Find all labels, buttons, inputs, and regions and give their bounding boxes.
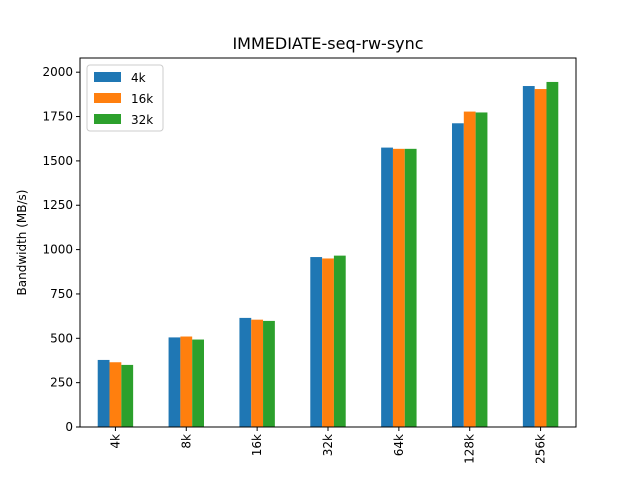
bar-128k-series-4k bbox=[452, 123, 464, 427]
x-tick-label: 32k bbox=[321, 434, 335, 456]
bar-8k-series-4k bbox=[168, 337, 181, 427]
y-tick-label: 1000 bbox=[42, 243, 73, 257]
x-tick-label: 64k bbox=[392, 434, 406, 456]
bar-64k-series-16k bbox=[392, 148, 405, 427]
plot-frame bbox=[79, 57, 577, 428]
x-tick-label: 16k bbox=[250, 434, 264, 456]
y-tick-label: 1500 bbox=[42, 154, 73, 168]
x-axis: 4k 8k 16k 32k 64k 128k 256k bbox=[108, 427, 548, 464]
y-axis: 0 250 500 750 1000 1250 1500 1750 2000 bbox=[42, 65, 80, 434]
bar-4k-series-4k bbox=[97, 359, 110, 427]
bar-64k-series-4k bbox=[381, 147, 393, 427]
x-tick-label: 128k bbox=[463, 434, 477, 464]
bar-16k-series-32k bbox=[263, 320, 275, 427]
y-axis-label: Bandwidth (MB/s) bbox=[15, 190, 29, 296]
bar-8k-series-16k bbox=[180, 336, 193, 427]
bar-128k-series-16k bbox=[463, 111, 476, 427]
bar-256k-series-32k bbox=[546, 81, 559, 427]
bar-128k-series-32k bbox=[475, 112, 488, 428]
chart-title: IMMEDIATE-seq-rw-sync bbox=[232, 34, 423, 53]
legend: 4k 16k 32k bbox=[86, 64, 164, 132]
bar-256k-series-4k bbox=[522, 86, 535, 427]
bar-32k-series-4k bbox=[310, 257, 323, 427]
bars-layer bbox=[97, 81, 559, 428]
bar-256k-series-16k bbox=[534, 89, 547, 428]
y-tick-label: 1250 bbox=[42, 198, 73, 212]
bar-8k-series-32k bbox=[192, 339, 204, 427]
bar-4k-series-16k bbox=[109, 362, 122, 427]
bar-64k-series-32k bbox=[404, 148, 417, 427]
x-tick-label: 8k bbox=[179, 434, 193, 449]
bar-32k-series-32k bbox=[333, 255, 346, 427]
y-tick-label: 0 bbox=[65, 420, 73, 434]
y-tick-label: 250 bbox=[50, 376, 73, 390]
x-tick-label: 4k bbox=[108, 434, 122, 449]
bar-16k-series-16k bbox=[251, 319, 264, 427]
bar-32k-series-16k bbox=[322, 258, 334, 427]
legend-swatch-32k bbox=[94, 114, 121, 124]
y-tick-label: 500 bbox=[50, 331, 73, 345]
bar-4k-series-32k bbox=[121, 364, 134, 427]
y-tick-label: 2000 bbox=[42, 65, 73, 79]
legend-swatch-16k bbox=[94, 93, 121, 103]
bar-16k-series-4k bbox=[239, 317, 252, 427]
legend-label-16k: 16k bbox=[131, 92, 153, 106]
legend-label-32k: 32k bbox=[131, 113, 153, 127]
legend-swatch-4k bbox=[94, 72, 121, 82]
x-tick-label: 256k bbox=[534, 434, 548, 464]
y-tick-label: 750 bbox=[50, 287, 73, 301]
y-tick-label: 1750 bbox=[42, 110, 73, 124]
legend-label-4k: 4k bbox=[131, 71, 146, 85]
